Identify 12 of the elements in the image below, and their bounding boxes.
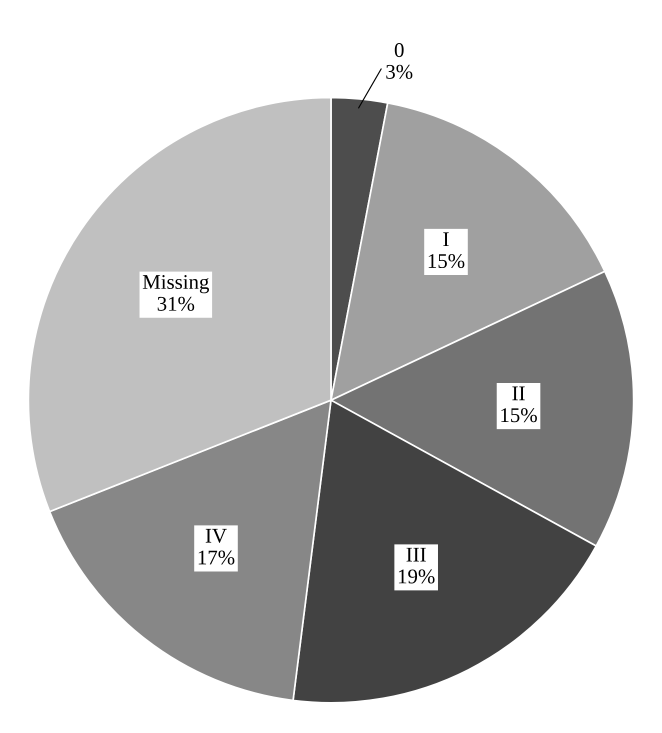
- slice-label: III: [406, 548, 426, 562]
- data-label: 15%: [501, 408, 537, 422]
- data-label: 17%: [198, 550, 234, 565]
- data-label: 31%: [158, 296, 194, 311]
- data-label: 19%: [398, 569, 435, 584]
- slice-label: II: [512, 386, 525, 400]
- slice-label: Missing: [142, 274, 209, 294]
- slice-label: IV: [206, 528, 227, 543]
- data-label: 15%: [428, 254, 464, 268]
- slice-label: 0: [394, 43, 404, 58]
- data-label: 3%: [386, 64, 412, 79]
- slice-label: I: [443, 232, 449, 246]
